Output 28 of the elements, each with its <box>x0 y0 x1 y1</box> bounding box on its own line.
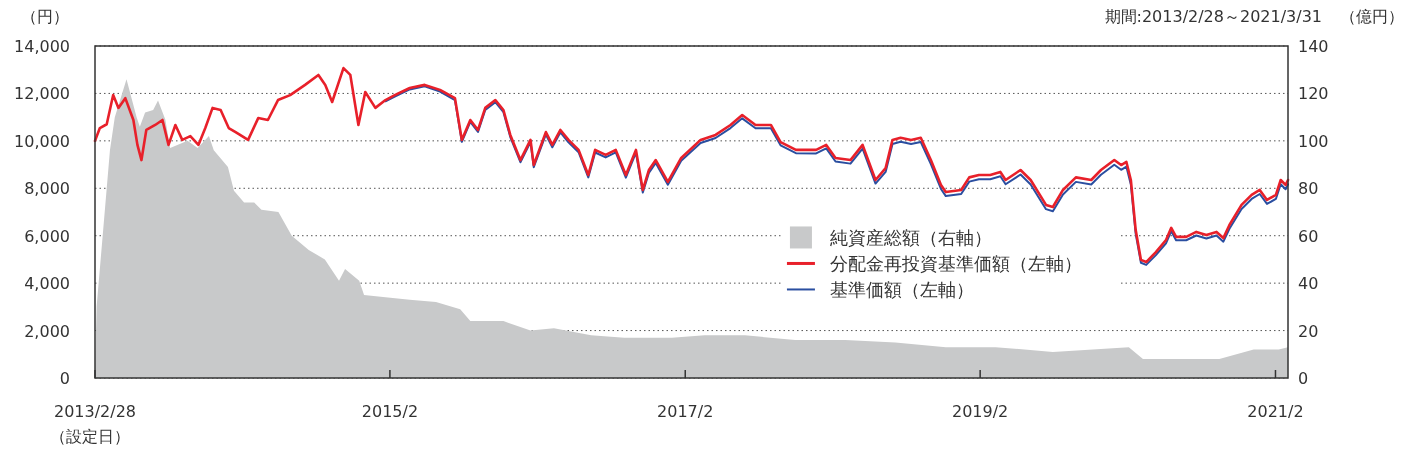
x-tick-label: 2015/2 <box>361 402 419 421</box>
y-tick-label: 8,000 <box>24 179 70 199</box>
y2-tick-label: 40 <box>1298 274 1319 294</box>
y2-tick-label: 120 <box>1298 84 1329 104</box>
y-tick-label: 6,000 <box>24 226 70 246</box>
legend-label: 分配金再投資基準価額（左軸） <box>829 253 1082 275</box>
y-tick-label: 4,000 <box>24 274 70 294</box>
y-tick-label: 12,000 <box>14 84 70 104</box>
x-tick-label: 2021/2 <box>1247 402 1304 421</box>
y2-tick-label: 140 <box>1298 37 1329 56</box>
y2-tick-label: 60 <box>1298 226 1319 246</box>
y2-tick-label: 100 <box>1298 131 1329 151</box>
text: 期間:2013/2/28～2021/3/31 <box>1104 7 1322 26</box>
y-tick-label: 0 <box>59 369 70 388</box>
y2-axis-title: （億円） <box>1340 7 1404 26</box>
y-tick-label: 10,000 <box>14 131 70 151</box>
legend-label: 基準価額（左軸） <box>829 279 974 301</box>
legend-label: 純資産総額（右軸） <box>829 227 992 249</box>
y2-tick-label: 20 <box>1298 321 1319 341</box>
y2-tick-label: 0 <box>1298 369 1309 388</box>
y-axis-title: （円） <box>21 7 69 26</box>
x-tick-label: 2013/2/28 <box>53 402 137 421</box>
x-tick-label: 2019/2 <box>952 402 1009 421</box>
y2-tick-label: 80 <box>1298 179 1319 199</box>
y-tick-label: 14,000 <box>14 37 70 56</box>
text: （設定日） <box>50 427 130 446</box>
y-tick-label: 2,000 <box>24 321 70 341</box>
x-tick-label: 2017/2 <box>657 402 714 421</box>
